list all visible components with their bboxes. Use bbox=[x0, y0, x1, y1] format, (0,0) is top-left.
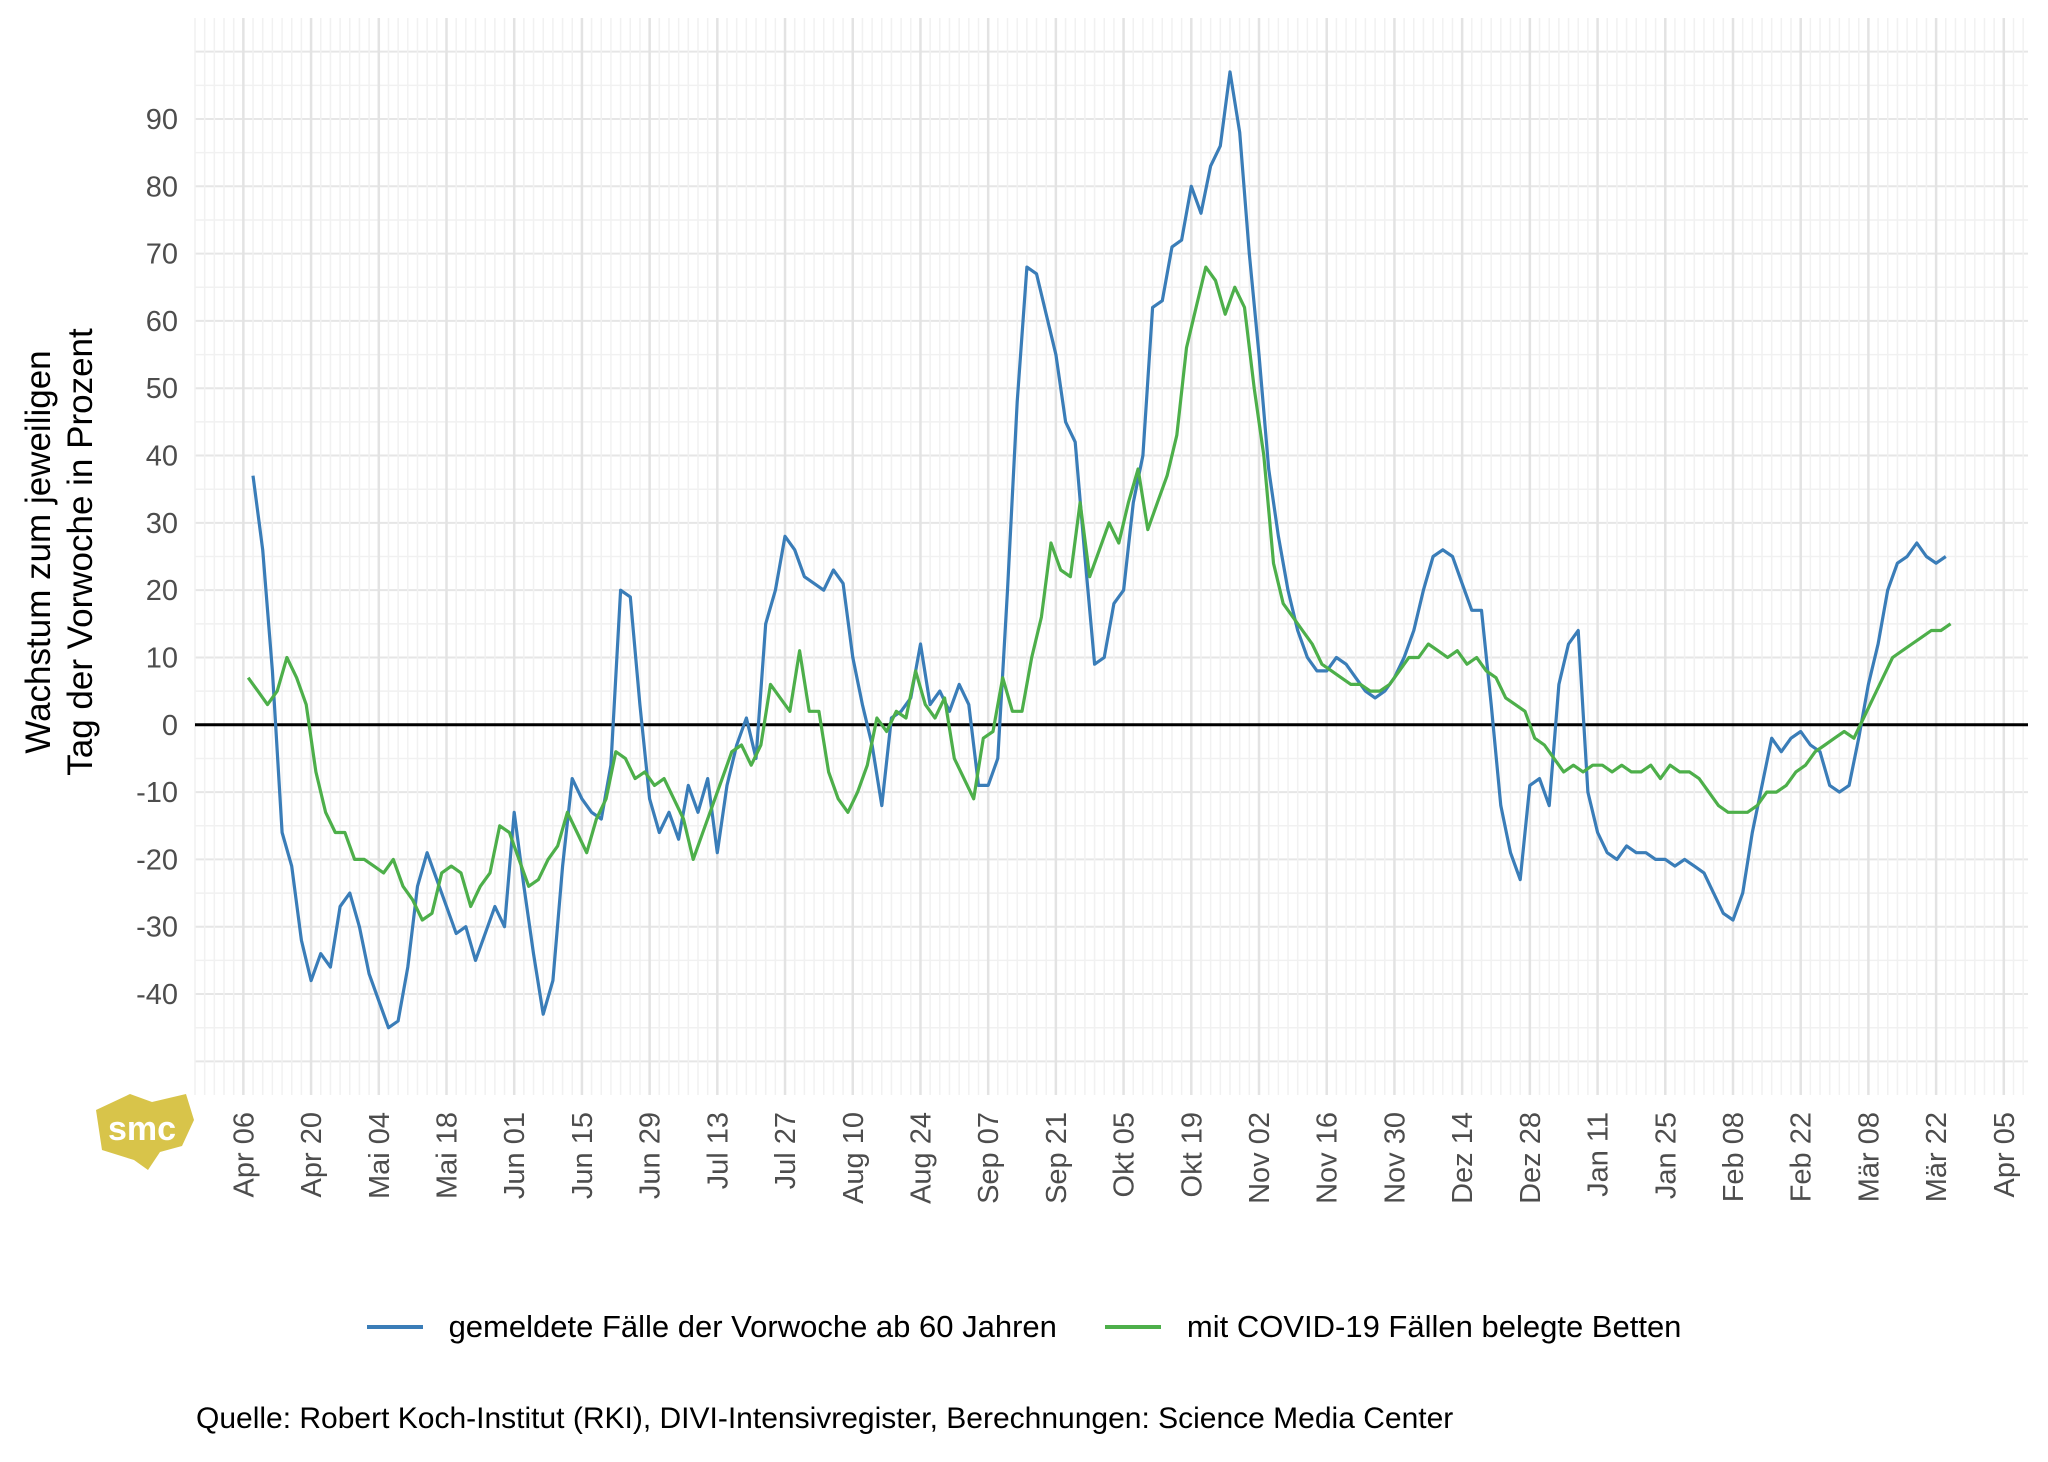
y-axis-label-line-2: Tag der Vorwoche in Prozent bbox=[61, 328, 100, 776]
x-tick-label: Mai 18 bbox=[431, 1112, 463, 1199]
x-tick-label: Mai 04 bbox=[364, 1112, 396, 1199]
x-tick-label: Apr 06 bbox=[228, 1112, 260, 1197]
x-tick-label: Jan 11 bbox=[1583, 1112, 1615, 1197]
y-axis-label: Wachstum zum jeweiligen Tag der Vorwoche… bbox=[19, 328, 100, 776]
series-line-beds bbox=[246, 265, 1952, 922]
y-tick-label: -10 bbox=[136, 777, 178, 809]
x-tick-label: Aug 24 bbox=[905, 1112, 937, 1204]
y-tick-label: 70 bbox=[146, 239, 178, 271]
x-tick-label: Nov 30 bbox=[1379, 1112, 1411, 1204]
y-tick-label: 0 bbox=[162, 710, 178, 742]
x-tick-label: Jan 25 bbox=[1650, 1112, 1682, 1199]
x-tick-label: Mär 08 bbox=[1853, 1112, 1885, 1202]
x-tick-label: Sep 21 bbox=[1041, 1112, 1073, 1204]
x-tick-label: Aug 10 bbox=[838, 1112, 870, 1204]
x-tick-label: Nov 02 bbox=[1244, 1112, 1276, 1204]
y-tick-label: 20 bbox=[146, 575, 178, 607]
logo-text: smc bbox=[108, 1110, 176, 1148]
series-lines bbox=[246, 70, 1952, 1030]
y-tick-label: -20 bbox=[136, 844, 178, 876]
y-tick-label: 40 bbox=[146, 441, 178, 473]
source-caption: Quelle: Robert Koch-Institut (RKI), DIVI… bbox=[196, 1402, 1454, 1435]
x-tick-label: Feb 08 bbox=[1718, 1112, 1750, 1202]
x-tick-label: Jun 15 bbox=[567, 1112, 599, 1199]
legend-swatch-beds bbox=[1104, 1325, 1161, 1329]
x-tick-label: Apr 20 bbox=[296, 1112, 328, 1197]
y-tick-label: 90 bbox=[146, 104, 178, 136]
x-tick-label: Dez 14 bbox=[1447, 1112, 1479, 1204]
y-tick-label: -40 bbox=[136, 979, 178, 1011]
x-tick-label: Jul 27 bbox=[770, 1112, 802, 1189]
legend-label-cases: gemeldete Fälle der Vorwoche ab 60 Jahre… bbox=[448, 1309, 1057, 1344]
grid bbox=[194, 18, 2028, 1095]
x-axis-ticks: Apr 06 Apr 20 Mai 04 Mai 18 Jun 01 Jun 15 Jun … bbox=[228, 1112, 2020, 1204]
y-tick-label: 60 bbox=[146, 306, 178, 338]
x-tick-label: Apr 05 bbox=[1989, 1112, 2021, 1197]
legend-swatch-cases bbox=[366, 1325, 423, 1329]
smc-logo: smc bbox=[96, 1094, 194, 1170]
x-tick-label: Jun 01 bbox=[499, 1112, 531, 1199]
y-tick-label: 80 bbox=[146, 171, 178, 203]
legend-item-cases: gemeldete Fälle der Vorwoche ab 60 Jahre… bbox=[366, 1309, 1057, 1345]
x-tick-label: Dez 28 bbox=[1515, 1112, 1547, 1204]
x-tick-label: Okt 19 bbox=[1176, 1112, 1208, 1197]
y-tick-label: 50 bbox=[146, 373, 178, 405]
y-axis-ticks: -40 -30 -20 -10 0 10 20 30 40 50 60 70 80 90 bbox=[136, 104, 178, 1011]
legend-item-beds: mit COVID-19 Fällen belegte Betten bbox=[1104, 1309, 1682, 1345]
x-tick-label: Jul 13 bbox=[702, 1112, 734, 1189]
legend-label-beds: mit COVID-19 Fällen belegte Betten bbox=[1186, 1309, 1682, 1344]
x-tick-label: Nov 16 bbox=[1312, 1112, 1344, 1204]
y-axis-label-line-1: Wachstum zum jeweiligen bbox=[19, 350, 58, 753]
x-tick-label: Mär 22 bbox=[1921, 1112, 1953, 1202]
legend: gemeldete Fälle der Vorwoche ab 60 Jahre… bbox=[0, 1302, 2048, 1352]
x-tick-label: Jun 29 bbox=[635, 1112, 667, 1199]
y-tick-label: -30 bbox=[136, 912, 178, 944]
y-tick-label: 10 bbox=[146, 642, 178, 674]
y-tick-label: 30 bbox=[146, 508, 178, 540]
x-tick-label: Sep 07 bbox=[973, 1112, 1005, 1204]
x-tick-label: Okt 05 bbox=[1109, 1112, 1141, 1197]
x-tick-label: Feb 22 bbox=[1786, 1112, 1818, 1202]
logo-shape bbox=[96, 1094, 194, 1170]
series-line-cases bbox=[251, 70, 1947, 1030]
